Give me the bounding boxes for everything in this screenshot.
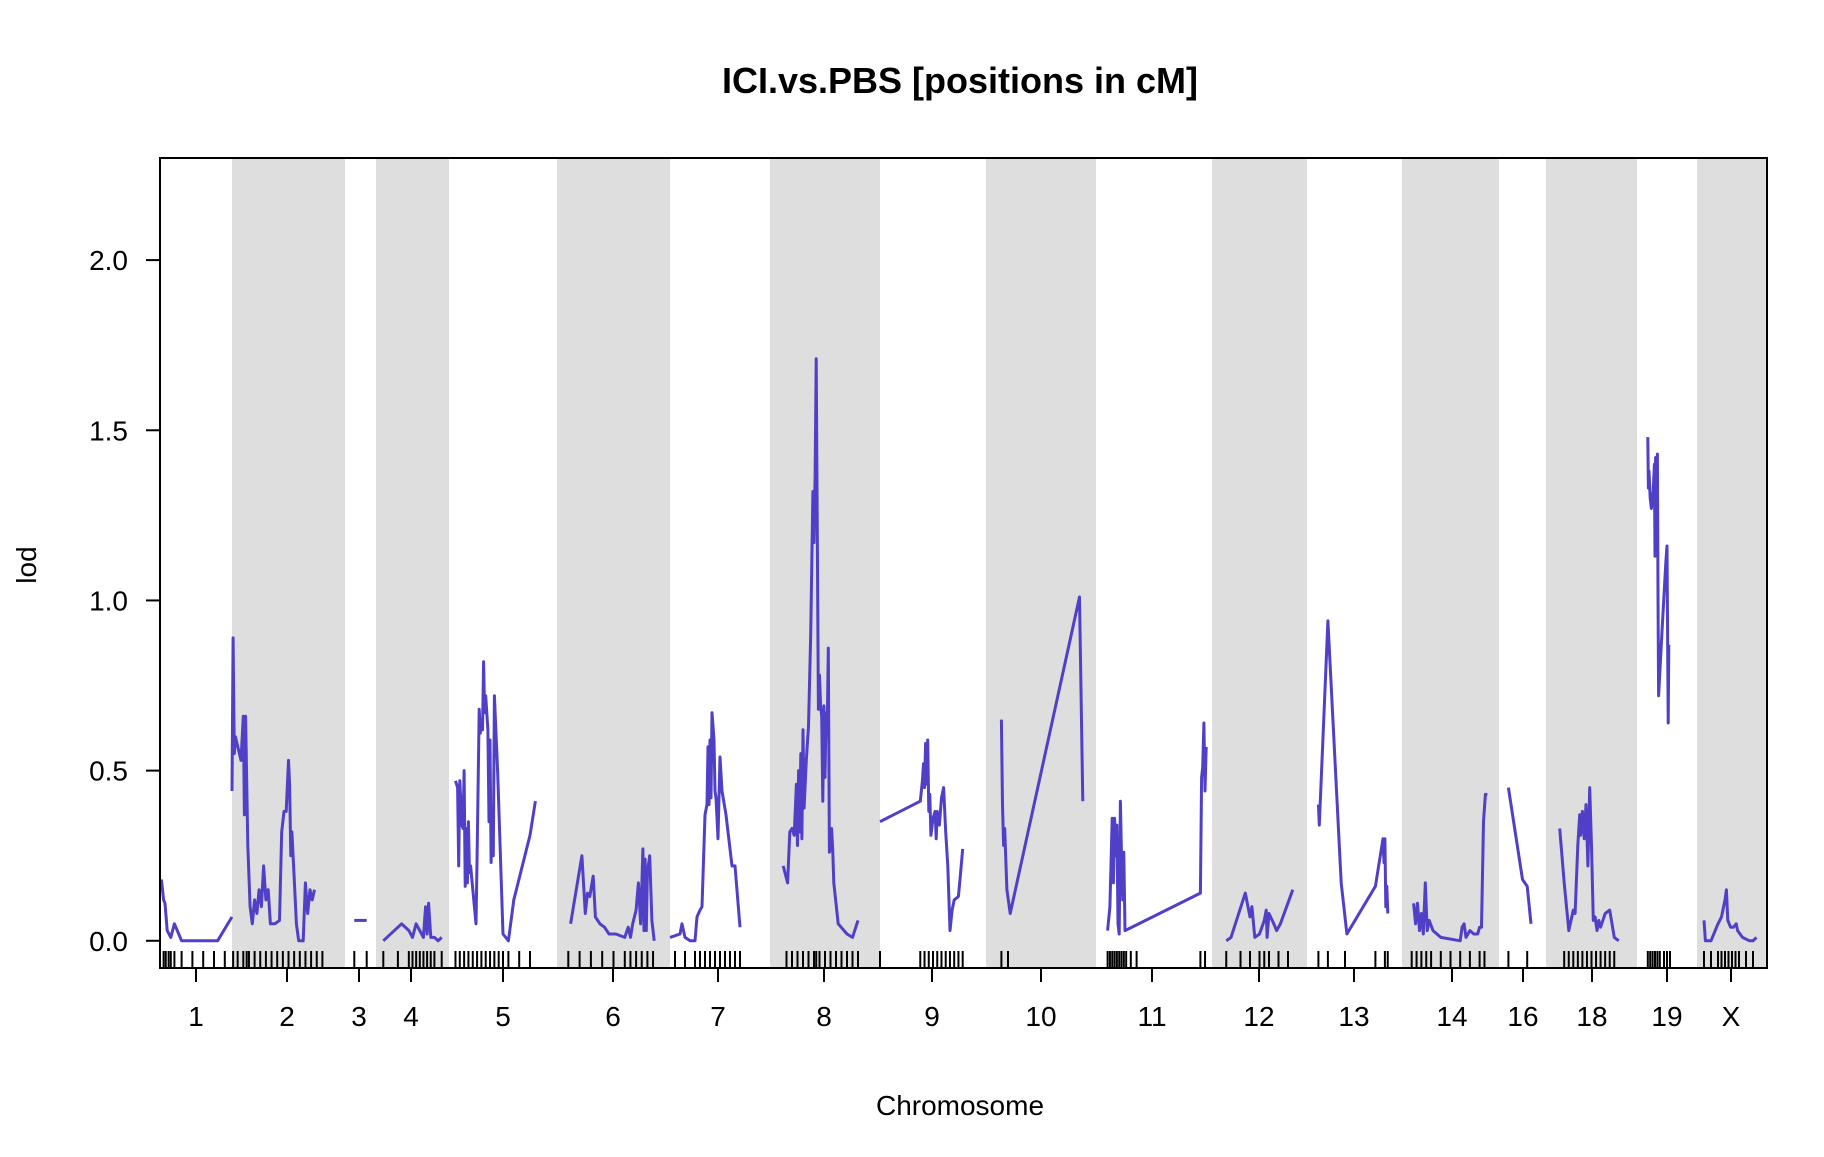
- y-axis: 0.0 0.5 1.0 1.5 2.0: [89, 245, 160, 957]
- x-tick-label-chr1: 1: [188, 1001, 204, 1032]
- chromosome-band-12: [1212, 158, 1307, 968]
- x-tick-label-chr2: 2: [279, 1001, 295, 1032]
- lod-curve-chr2: [230, 636, 316, 943]
- chart-title: ICI.vs.PBS [positions in cM]: [722, 60, 1198, 101]
- lod-curve-chr6: [569, 847, 656, 941]
- lod-curve-chr12: [1225, 889, 1295, 943]
- y-tick-label: 0.5: [89, 756, 128, 787]
- lod-curve-chr19: [1646, 437, 1671, 725]
- lod-curve-chr18: [1558, 786, 1620, 942]
- x-tick-label-chr8: 8: [816, 1001, 832, 1032]
- x-tick-label-chr7: 7: [710, 1001, 726, 1032]
- lod-curve-chr7: [669, 711, 742, 943]
- lod-curves: [159, 357, 1758, 943]
- y-tick-label: 0.0: [89, 926, 128, 957]
- x-tick-label-chr16: 16: [1507, 1001, 1538, 1032]
- x-tick-label-chr14: 14: [1436, 1001, 1467, 1032]
- lod-curve-chr4: [382, 901, 443, 943]
- plot-frame: [159, 157, 1768, 969]
- lod-curve-chr9: [879, 738, 965, 933]
- x-tick-label-chrX: X: [1722, 1001, 1741, 1032]
- chromosome-band-8: [770, 158, 880, 968]
- x-axis: 1 2 3 4 5 6 7 8 9 10 11 12 13 14 16 18 19 X: [188, 968, 1741, 1032]
- lod-curve-chr11: [1106, 721, 1208, 936]
- lod-curve-chr13: [1316, 619, 1390, 936]
- x-tick-label-chr19: 19: [1651, 1001, 1682, 1032]
- lod-curve-chr16: [1506, 787, 1533, 924]
- y-tick-label: 2.0: [89, 245, 128, 276]
- lod-curve-chr8: [781, 357, 860, 939]
- chromosome-shading: [232, 158, 1767, 968]
- x-tick-label-chr11: 11: [1137, 1001, 1166, 1032]
- chromosome-band-2: [232, 158, 345, 968]
- lod-curve-chrX: [1702, 888, 1758, 943]
- lod-curve-chr14: [1412, 792, 1488, 943]
- x-tick-label-chr3: 3: [351, 1001, 367, 1032]
- chromosome-band-4: [376, 158, 449, 968]
- x-tick-label-chr9: 9: [924, 1001, 940, 1032]
- x-tick-label-chr5: 5: [495, 1001, 511, 1032]
- y-axis-label: lod: [11, 546, 42, 583]
- lod-curve-chr10: [999, 595, 1085, 915]
- x-tick-label-chr13: 13: [1338, 1001, 1369, 1032]
- chromosome-band-X: [1697, 158, 1767, 968]
- lod-curve-chr5: [454, 660, 537, 943]
- x-tick-label-chr10: 10: [1025, 1001, 1056, 1032]
- y-tick-label: 1.5: [89, 415, 128, 446]
- x-tick-label-chr12: 12: [1243, 1001, 1274, 1032]
- x-axis-label: Chromosome: [876, 1090, 1044, 1121]
- chromosome-band-6: [557, 158, 670, 968]
- x-tick-label-chr6: 6: [605, 1001, 621, 1032]
- marker-rug: [162, 951, 1754, 967]
- x-tick-label-chr18: 18: [1576, 1001, 1607, 1032]
- y-tick-label: 1.0: [89, 585, 128, 616]
- lod-curve-chr1: [159, 879, 234, 943]
- x-tick-label-chr4: 4: [403, 1001, 419, 1032]
